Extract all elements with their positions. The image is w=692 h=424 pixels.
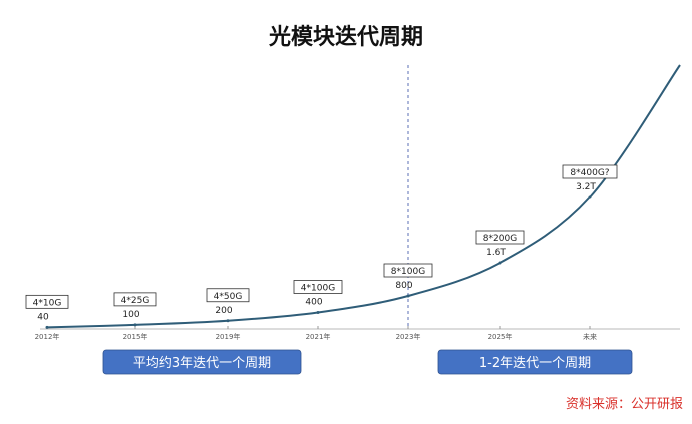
x-tick-label: 2021年 — [306, 332, 331, 341]
x-tick-label: 未来 — [583, 332, 597, 341]
data-point — [588, 195, 592, 199]
point-annotation-box — [25, 294, 69, 309]
x-tick-label: 2012年 — [35, 332, 60, 341]
data-point — [45, 325, 49, 329]
point-annotation-box — [383, 263, 433, 278]
data-point — [226, 319, 230, 323]
x-tick-label: 2023年 — [396, 332, 421, 341]
point-annotation-box — [475, 230, 525, 245]
point-annotation: 8*400G? — [570, 168, 609, 178]
point-annotation: 4*10G — [33, 298, 62, 308]
data-label: 3.2T — [576, 182, 596, 192]
series-line — [46, 64, 681, 329]
x-tick-label: 2019年 — [216, 332, 241, 341]
data-label: 400 — [305, 298, 322, 308]
point-annotation: 8*200G — [483, 234, 517, 244]
data-point — [498, 261, 502, 265]
plot-area: 2012年 2015年 2019年 2021年 2023年 2025年 未来 4*10G 40 4… — [25, 64, 681, 375]
period-box — [102, 349, 302, 375]
point-annotation: 4*100G — [301, 284, 335, 294]
data-label: 1.6T — [486, 248, 506, 258]
period-box — [437, 349, 633, 375]
point-annotation: 4*25G — [121, 296, 150, 306]
data-label: 800 — [395, 281, 412, 291]
point-annotation-box — [206, 288, 250, 303]
data-label: 200 — [215, 306, 232, 316]
period-label: 1-2年迭代一个周期 — [479, 356, 591, 371]
point-annotation: 8*100G — [391, 267, 425, 277]
chart-title: 光模块迭代周期 — [268, 25, 423, 50]
x-tick-label: 2025年 — [488, 332, 513, 341]
period-label: 平均约3年迭代一个周期 — [133, 356, 271, 371]
data-point — [406, 294, 410, 298]
point-annotation-box — [562, 164, 618, 179]
data-label: 100 — [122, 310, 139, 320]
point-annotation: 4*50G — [214, 292, 243, 302]
data-point — [133, 323, 137, 327]
data-point — [316, 311, 320, 314]
point-annotation-box — [113, 292, 157, 307]
source-note: 资料来源：公开研报 — [566, 397, 683, 412]
data-label: 40 — [37, 312, 49, 322]
x-tick-label: 2015年 — [123, 332, 148, 341]
point-annotation-box — [293, 280, 343, 294]
